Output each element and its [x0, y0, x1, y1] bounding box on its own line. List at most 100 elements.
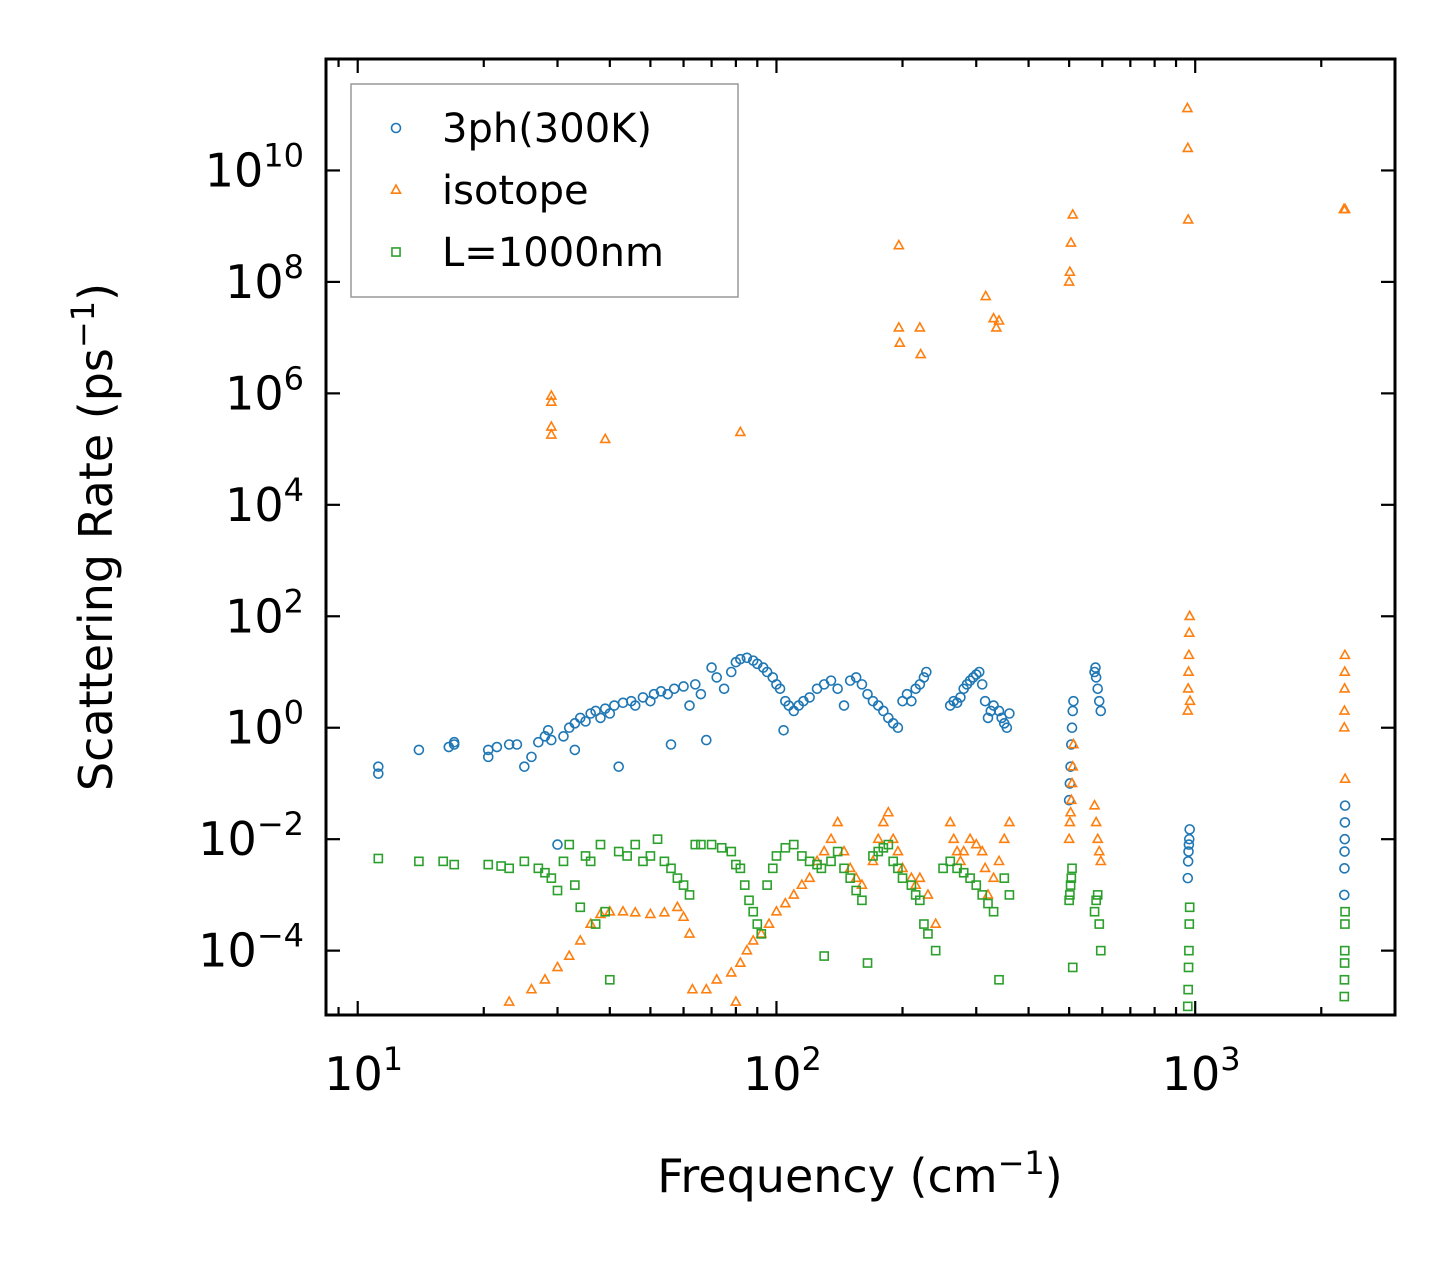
data-point: [519, 856, 530, 867]
data-point: [993, 314, 1005, 325]
data-point: [787, 888, 800, 899]
data-point: [414, 856, 424, 867]
data-point: [585, 708, 596, 719]
data-point: [913, 871, 926, 883]
tick-labels-layer: 101 102 103 10−4 10−2 100 102 104 106 108 1010: [198, 136, 1240, 1101]
data-point: [638, 856, 648, 867]
data-point: [988, 906, 999, 917]
data-point: [921, 666, 932, 678]
data-point: [893, 863, 903, 874]
data-point: [1339, 800, 1351, 811]
data-point: [893, 336, 906, 347]
data-point: [668, 683, 680, 695]
data-point: [1182, 1001, 1193, 1012]
data-point: [819, 951, 830, 961]
x-tick-label: 102: [743, 1040, 822, 1101]
data-point: [771, 851, 782, 861]
data-point: [730, 995, 742, 1006]
data-point: [373, 761, 384, 772]
data-point: [1003, 815, 1016, 827]
data-point: [672, 873, 683, 883]
data-point: [483, 859, 494, 870]
data-point: [725, 966, 738, 977]
data-point: [413, 744, 425, 756]
data-point: [1068, 695, 1079, 707]
y-tick-label: 100: [225, 694, 304, 755]
data-point: [684, 700, 695, 711]
data-point: [677, 910, 690, 922]
data-point: [1064, 265, 1076, 277]
data-point: [1001, 722, 1013, 734]
y-tick-label: 106: [225, 359, 304, 420]
data-point: [604, 708, 616, 719]
data-point: [1340, 919, 1350, 929]
data-point: [734, 956, 747, 967]
data-point: [648, 688, 660, 700]
data-point: [539, 973, 551, 984]
data-point: [804, 692, 815, 703]
data-point: [761, 666, 773, 678]
data-point: [706, 662, 717, 673]
data-point: [504, 863, 515, 874]
data-point: [990, 321, 1003, 332]
data-point: [491, 741, 503, 753]
data-point: [373, 853, 384, 864]
data-point: [778, 724, 789, 736]
data-point: [1183, 984, 1194, 995]
x-axis-label: Frequency (cm−1): [657, 1144, 1062, 1203]
data-point: [574, 934, 587, 945]
data-point: [1339, 945, 1350, 956]
data-point: [988, 700, 999, 711]
data-point: [449, 859, 460, 870]
data-point: [590, 705, 601, 717]
data-point: [1183, 833, 1195, 845]
data-point: [839, 863, 849, 874]
data-point: [1183, 609, 1196, 621]
data-point: [1339, 202, 1351, 214]
data-point: [655, 686, 667, 697]
data-point: [595, 712, 606, 724]
data-point: [1181, 141, 1194, 153]
data-point: [856, 679, 868, 690]
data-point: [1183, 839, 1195, 850]
data-point: [594, 907, 607, 919]
data-point: [706, 839, 717, 850]
data-point: [897, 873, 908, 883]
data-point: [519, 761, 530, 772]
data-point: [788, 839, 799, 850]
y-tick-label: 10−2: [198, 805, 304, 866]
data-point: [690, 839, 701, 850]
data-point: [1181, 704, 1194, 715]
data-point: [1064, 815, 1076, 827]
data-point: [569, 718, 581, 729]
data-point: [993, 854, 1005, 866]
data-point: [1184, 945, 1194, 956]
data-point: [825, 675, 837, 686]
data-point: [1183, 962, 1194, 973]
data-point: [739, 880, 750, 890]
data-point: [796, 878, 808, 890]
data-point: [735, 653, 746, 665]
data-point: [1088, 799, 1101, 810]
data-point: [882, 805, 895, 817]
data-point: [747, 934, 760, 945]
data-point: [1065, 880, 1076, 890]
data-point: [734, 425, 747, 437]
data-point: [976, 679, 988, 690]
data-point: [629, 906, 642, 917]
data-point: [918, 672, 930, 683]
data-point: [503, 995, 516, 1006]
data-point: [979, 289, 992, 301]
legend-label: isotope: [442, 168, 589, 214]
data-point: [1338, 889, 1350, 901]
data-point: [652, 834, 663, 845]
data-point: [533, 736, 544, 748]
data-point: [1093, 695, 1105, 707]
data-point: [1181, 101, 1194, 113]
data-point: [678, 681, 689, 692]
data-point: [803, 871, 816, 883]
data-point: [856, 878, 868, 890]
data-point: [595, 839, 606, 850]
data-point: [701, 734, 712, 746]
y-tick-label: 10−4: [198, 917, 304, 978]
